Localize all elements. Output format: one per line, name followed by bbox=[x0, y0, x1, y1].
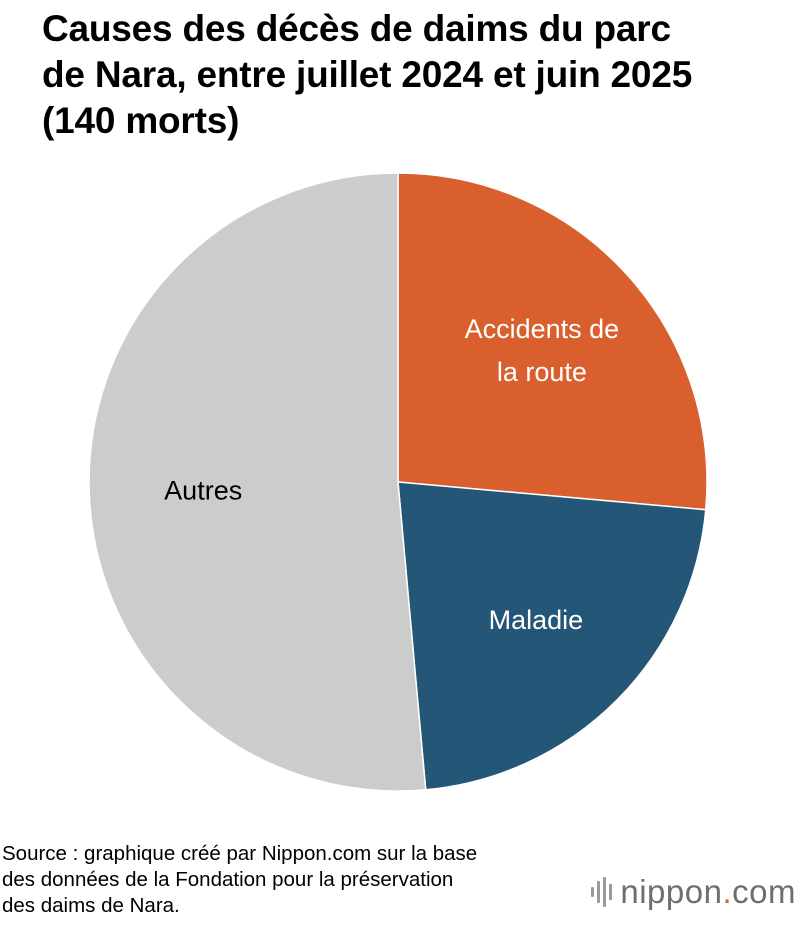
slice-label-line: Accidents de bbox=[465, 314, 620, 344]
slice-label: Maladie bbox=[489, 605, 584, 635]
title-line: de Nara, entre juillet 2024 et juin 2025 bbox=[42, 54, 693, 95]
pie-slice bbox=[397, 481, 707, 791]
nippon-logo: nippon.com bbox=[591, 875, 796, 908]
slice-label-line: la route bbox=[497, 357, 587, 387]
title-line: (140 morts) bbox=[42, 100, 240, 141]
logo-suffix: com bbox=[732, 873, 796, 910]
logo-text: nippon.com bbox=[620, 875, 796, 908]
nippon-bars-icon bbox=[591, 876, 613, 907]
chart-title: Causes des décès de daims du parc de Nar… bbox=[42, 6, 782, 144]
pie-slice bbox=[397, 172, 708, 511]
pie-labels: Accidents de la route Maladie Autres bbox=[164, 314, 619, 635]
source-line: des données de la Fondation pour la prés… bbox=[2, 868, 454, 891]
pie-slice bbox=[88, 172, 427, 792]
logo-name: nippon bbox=[620, 873, 723, 910]
source-note: Source : graphique créé par Nippon.com s… bbox=[2, 841, 562, 919]
slice-label: Accidents de la route bbox=[465, 314, 620, 387]
slice-label-line: Maladie bbox=[489, 605, 584, 635]
slice-label: Autres bbox=[164, 476, 242, 506]
logo-dot: . bbox=[722, 873, 733, 910]
source-line: des daims de Nara. bbox=[2, 894, 180, 917]
slice-label-line: Autres bbox=[164, 476, 242, 506]
source-line: Source : graphique créé par Nippon.com s… bbox=[2, 842, 478, 865]
title-line: Causes des décès de daims du parc bbox=[42, 8, 671, 49]
pie-slices bbox=[88, 172, 708, 792]
